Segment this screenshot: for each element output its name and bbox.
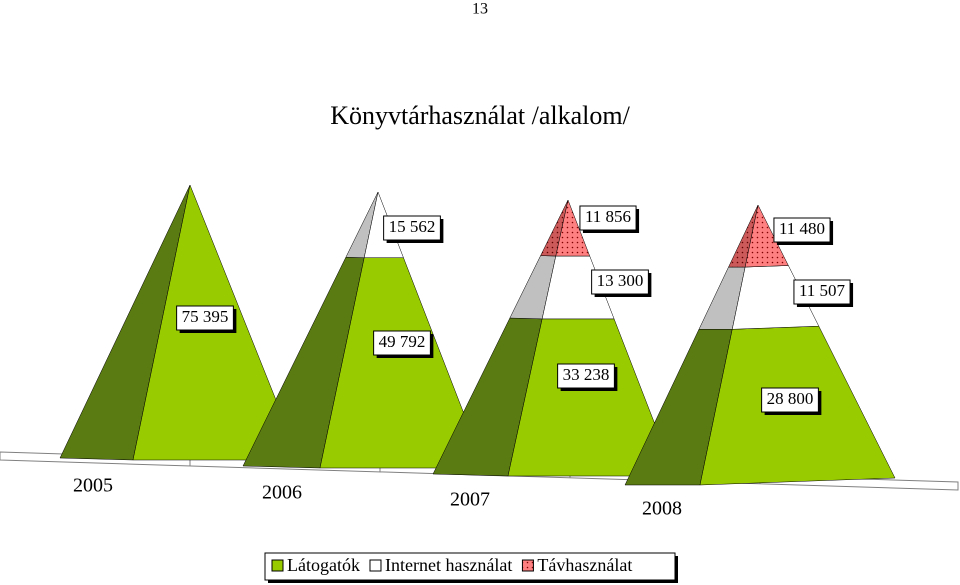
data-label-box: 11 856: [585, 207, 631, 226]
legend-swatch: [369, 559, 382, 572]
data-label-box: 75 395: [182, 307, 229, 326]
pyramid-front: [555, 199, 591, 257]
data-label-box: 33 238: [563, 365, 610, 384]
data-label: 11 856: [585, 207, 631, 226]
x-tick-label: 2005: [73, 475, 113, 497]
data-label: 28 800: [767, 389, 814, 408]
label-frame: [383, 215, 441, 241]
legend-shadow: [268, 580, 678, 583]
x-tick-label: 2008: [642, 498, 682, 520]
x-tick-label: 2007: [450, 489, 490, 511]
data-label-box: 28 800: [767, 389, 814, 408]
legend-label: Internet használat: [385, 555, 512, 575]
legend-swatch: [271, 559, 284, 572]
label-frame: [793, 279, 851, 305]
legend-label: Távhasználat: [537, 555, 632, 575]
data-label: 15 562: [389, 217, 436, 236]
legend-shadow: [675, 556, 678, 583]
label-frame: [557, 363, 615, 389]
legend: [264, 552, 676, 581]
data-label: 11 507: [799, 281, 846, 300]
data-label: 11 480: [779, 219, 825, 238]
data-label: 33 238: [563, 365, 610, 384]
label-frame: [579, 205, 637, 231]
data-label: 13 300: [597, 271, 644, 290]
label-frame: [591, 269, 649, 295]
pyramid-front: [744, 204, 789, 268]
data-label-box: 11 507: [799, 281, 846, 300]
legend-label: Látogatók: [287, 555, 360, 575]
data-label-box: 49 792: [379, 332, 426, 351]
data-label-box: 15 562: [389, 217, 436, 236]
data-label-box: 13 300: [597, 271, 644, 290]
legend-swatch: [521, 559, 534, 572]
label-frame: [773, 217, 831, 243]
x-tick-label: 2006: [262, 482, 302, 504]
label-frame: [373, 330, 431, 356]
data-label: 49 792: [379, 332, 426, 351]
label-frame: [761, 387, 819, 413]
data-label-box: 11 480: [779, 219, 825, 238]
chart-title: Könyvtárhasználat /alkalom/: [330, 101, 630, 130]
data-label: 75 395: [182, 307, 229, 326]
page-number: 13: [472, 1, 488, 18]
label-frame: [176, 305, 234, 331]
